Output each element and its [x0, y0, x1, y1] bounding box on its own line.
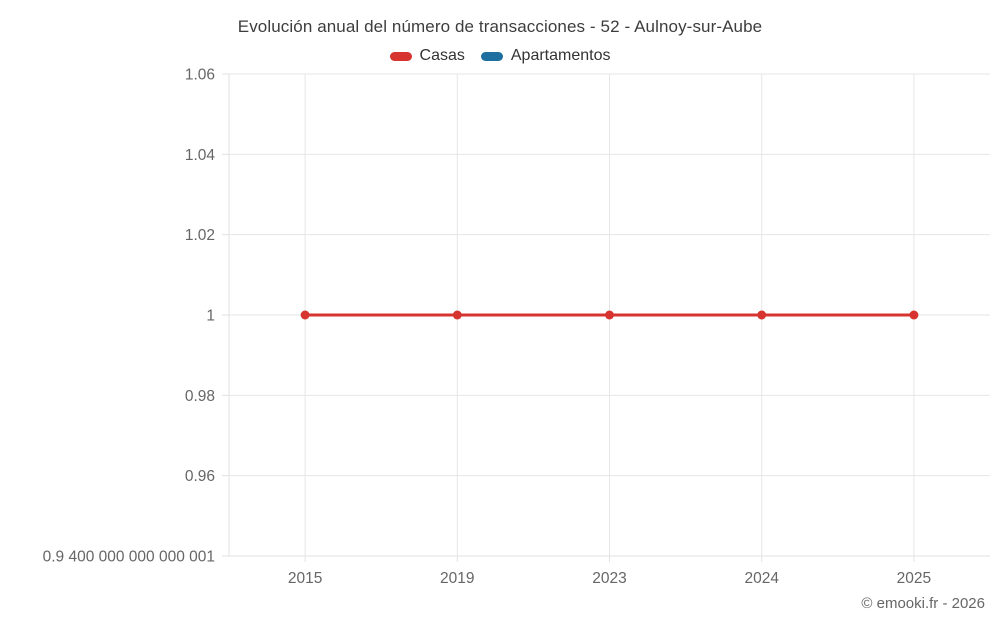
legend: Casas Apartamentos [0, 47, 1000, 65]
legend-item-apartamentos[interactable]: Apartamentos [480, 47, 611, 65]
x-axis-label: 2023 [592, 570, 626, 587]
x-axis-label: 2024 [744, 570, 779, 587]
x-axis-label: 2025 [897, 570, 931, 587]
y-axis-label: 1.02 [185, 227, 215, 244]
casas-point-2019[interactable] [452, 310, 462, 320]
casas-swatch-icon [389, 51, 412, 61]
credits-link[interactable]: © emooki.fr - 2026 [861, 595, 985, 612]
casas-point-2023[interactable] [605, 310, 614, 320]
y-axis-label: 1 [206, 308, 215, 325]
casas-point-2024[interactable] [757, 310, 767, 320]
y-axis-label: 1.06 [185, 67, 215, 84]
y-axis-label: 1.04 [185, 147, 216, 164]
chart-title: Evolución anual del número de transaccio… [237, 17, 763, 36]
y-axis-label: 0.9 400 000 000 000 001 [43, 549, 215, 566]
apartamentos-swatch-icon [480, 51, 503, 61]
y-axis-label: 0.98 [185, 388, 215, 405]
x-axis-label: 2019 [440, 570, 474, 587]
casas-point-2015[interactable] [300, 310, 310, 320]
legend-label-casas: Casas [419, 47, 465, 64]
legend-item-casas[interactable]: Casas [389, 47, 465, 65]
legend-label-apartamentos: Apartamentos [510, 47, 611, 64]
x-axis-label: 2015 [288, 570, 322, 587]
y-axis-label: 0.96 [185, 468, 215, 485]
casas-point-2025[interactable] [909, 310, 919, 320]
